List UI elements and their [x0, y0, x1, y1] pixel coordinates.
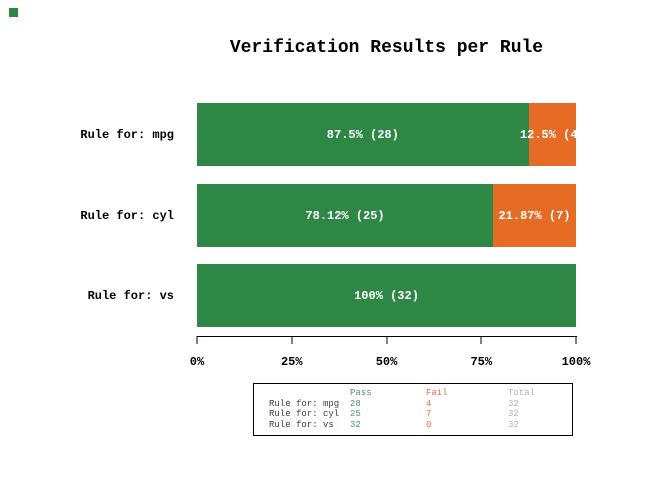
table-total-value: 32: [508, 398, 519, 409]
fail-segment-label: 12.5% (4): [519, 127, 576, 142]
table-row-label: Rule for: vs: [269, 419, 334, 430]
table-row: Rule for: cyl 25 7 32: [254, 409, 572, 420]
pass-segment-label: 78.12% (25): [305, 208, 385, 223]
bar-row-vs: 100% (32): [197, 264, 576, 327]
table-header-spacer: [269, 388, 350, 399]
pass-segment-label: 87.5% (28): [326, 127, 399, 142]
category-label-vs: Rule for: vs: [87, 289, 174, 303]
table-total-value: 32: [508, 419, 519, 430]
pass-segment-cyl: 78.12% (25): [197, 184, 494, 247]
table-header-pass: Pass: [350, 388, 372, 398]
pass-segment-mpg: 87.5% (28): [197, 103, 529, 166]
x-axis-line: [197, 336, 577, 337]
pass-segment-vs: 100% (32): [197, 264, 576, 327]
pass-segment-label: 100% (32): [354, 288, 419, 303]
table-row-label: Rule for: cyl: [269, 409, 340, 419]
fail-segment-label: 21.87% (7): [498, 208, 571, 223]
table-pass-value: 25: [350, 409, 361, 419]
table-header-total: Total: [508, 388, 536, 398]
bar-row-cyl: 78.12% (25) 21.87% (7): [197, 184, 576, 247]
fail-segment-cyl: 21.87% (7): [493, 184, 576, 247]
table-fail-value: 7: [426, 409, 432, 419]
table-total-value: 32: [508, 409, 519, 419]
bar-row-mpg: 87.5% (28) 12.5% (4): [197, 103, 576, 166]
table-header-fail: Fail: [426, 388, 448, 398]
green-marker-icon: [9, 8, 18, 17]
table-row: Rule for: mpg 28 4 32: [254, 399, 572, 410]
category-label-mpg: Rule for: mpg: [80, 128, 174, 142]
table-row-label: Rule for: mpg: [269, 398, 340, 409]
table-row: Rule for: vs 32 0 32: [254, 420, 572, 431]
table-pass-value: 32: [350, 419, 361, 430]
chart-title: Verification Results per Rule: [229, 38, 544, 58]
table-pass-value: 28: [350, 398, 361, 409]
plot-area: 87.5% (28) 12.5% (4) 78.12% (25) 21.87% …: [197, 0, 576, 480]
fail-segment-mpg: 12.5% (4): [520, 103, 576, 166]
category-label-cyl: Rule for: cyl: [80, 209, 174, 223]
table-header-row: Pass Fail Total: [254, 388, 572, 399]
table-fail-value: 0: [426, 419, 432, 430]
summary-table: Pass Fail Total Rule for: mpg 28 4 32 Ru…: [253, 383, 573, 436]
table-fail-value: 4: [426, 398, 432, 409]
